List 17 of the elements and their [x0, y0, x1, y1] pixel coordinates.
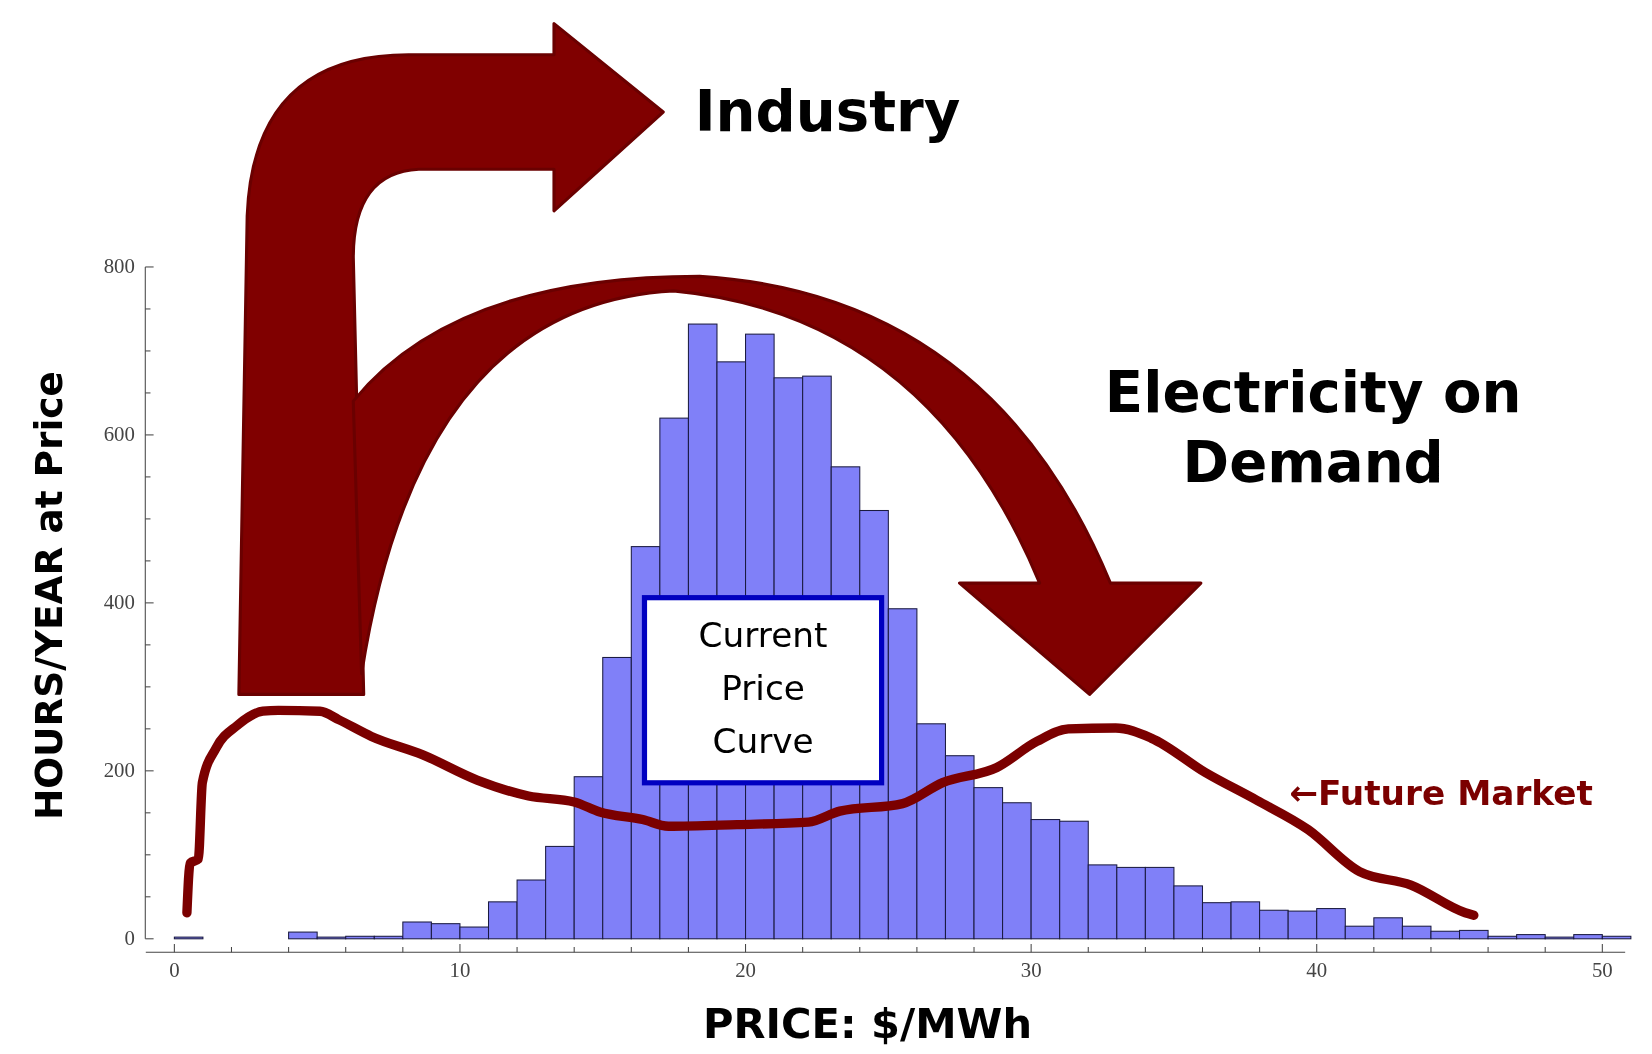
x-tick-label: 10	[449, 958, 471, 982]
series-label: ←Future Market	[1289, 772, 1593, 813]
annotation: Electricity on Demand	[1104, 359, 1522, 496]
y-tick-label: 800	[103, 254, 135, 278]
x-axis-title: PRICE: $/MWh	[703, 998, 1033, 1048]
x-tick-label: 30	[1020, 958, 1042, 982]
x-tick-label: 0	[169, 958, 180, 982]
x-tick-label: 20	[735, 958, 756, 982]
y-tick-label: 400	[103, 590, 135, 614]
text: Industry	[694, 78, 961, 144]
annotation: Current Price Curve	[698, 614, 828, 761]
y-tick-label: 200	[103, 758, 135, 782]
x-tick-label: 50	[1591, 958, 1613, 982]
y-tick-label: 0	[124, 926, 135, 950]
y-axis-title: HOURS/YEAR at Price	[27, 371, 72, 821]
y-tick-label: 600	[103, 422, 135, 446]
x-tick-label: 40	[1306, 958, 1328, 982]
